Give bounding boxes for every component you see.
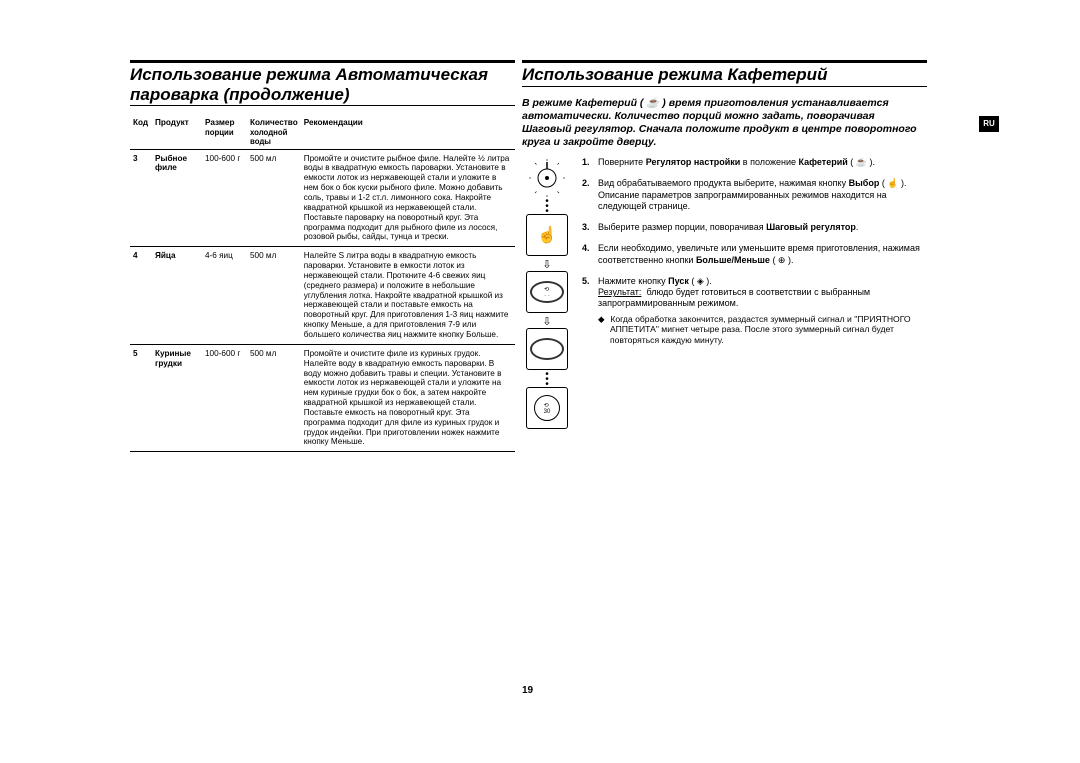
- cell-rec: Промойте и очистите рыбное филе. Налейте…: [301, 149, 515, 247]
- table-row: 5Куриные грудки100-600 г500 млПромойте и…: [130, 344, 515, 451]
- cell-qty: 500 мл: [247, 344, 301, 451]
- left-title: Использование режима Автоматическая паро…: [130, 60, 515, 106]
- step-number: 5.: [582, 276, 598, 346]
- step-text: Поверните Регулятор настройки в положени…: [598, 157, 927, 168]
- cell-product: Куриные грудки: [152, 344, 202, 451]
- cell-size: 4-6 яиц: [202, 247, 247, 345]
- dial-icon: [526, 157, 568, 199]
- step-text: Вид обрабатываемого продукта выберите, н…: [598, 178, 927, 212]
- instruction-item: 2.Вид обрабатываемого продукта выберите,…: [582, 178, 927, 212]
- instruction-item: 1.Поверните Регулятор настройки в положе…: [582, 157, 927, 168]
- table-row: 3Рыбное филе100-600 г500 млПромойте и оч…: [130, 149, 515, 247]
- cell-code: 5: [130, 344, 152, 451]
- th-size: Размерпорции: [202, 116, 247, 149]
- cell-product: Рыбное филе: [152, 149, 202, 247]
- th-rec: Рекомендации: [301, 116, 515, 149]
- th-product: Продукт: [152, 116, 202, 149]
- instruction-item: 5.Нажмите кнопку Пуск ( ◈ ).Результат: б…: [582, 276, 927, 346]
- th-code: Код: [130, 116, 152, 149]
- arrow-down-icon: ⇩: [542, 315, 551, 328]
- left-column: Использование режима Автоматическая паро…: [130, 60, 515, 452]
- cell-qty: 500 мл: [247, 149, 301, 247]
- step-number: 3.: [582, 222, 598, 233]
- step-number: 4.: [582, 243, 598, 266]
- cell-product: Яйца: [152, 247, 202, 345]
- dots-icon: •••: [545, 372, 549, 387]
- cell-rec: Промойте и очистите филе из куриных груд…: [301, 344, 515, 451]
- instruction-item: 3.Выберите размер порции, поворачивая Ша…: [582, 222, 927, 233]
- page-number: 19: [130, 685, 925, 696]
- arrow-down-icon: ⇩: [542, 258, 551, 271]
- step-text: Нажмите кнопку Пуск ( ◈ ).Результат: блю…: [598, 276, 927, 346]
- steam-table: Код Продукт Размерпорции Количествохолод…: [130, 116, 515, 452]
- right-column: Использование режима Кафетерий В режиме …: [522, 60, 927, 431]
- step-number: 2.: [582, 178, 598, 212]
- step-text: Если необходимо, увеличьте или уменьшите…: [598, 243, 927, 266]
- right-title: Использование режима Кафетерий: [522, 60, 927, 87]
- cell-code: 4: [130, 247, 152, 345]
- cell-size: 100-600 г: [202, 149, 247, 247]
- step-number: 1.: [582, 157, 598, 168]
- table-row: 4Яйца4-6 яиц500 млНалейте S литра воды в…: [130, 247, 515, 345]
- empty-oval-icon: [526, 328, 568, 370]
- timer-dial-icon: ⟲30: [526, 387, 568, 429]
- display-oval-icon: ⟲· ·: [526, 271, 568, 313]
- dots-icon: •••: [545, 199, 549, 214]
- step-icons: ••• ☝ ⇩ ⟲· · ⇩ ••• ⟲30: [522, 157, 572, 431]
- instructions-list: 1.Поверните Регулятор настройки в положе…: [582, 157, 927, 431]
- select-button-icon: ☝: [526, 214, 568, 256]
- th-qty: Количествохолоднойводы: [247, 116, 301, 149]
- step-text: Выберите размер порции, поворачивая Шаго…: [598, 222, 927, 233]
- cell-rec: Налейте S литра воды в квадратную емкост…: [301, 247, 515, 345]
- cell-code: 3: [130, 149, 152, 247]
- instruction-item: 4.Если необходимо, увеличьте или уменьши…: [582, 243, 927, 266]
- language-tab: RU: [979, 116, 999, 132]
- cell-qty: 500 мл: [247, 247, 301, 345]
- cell-size: 100-600 г: [202, 344, 247, 451]
- right-intro: В режиме Кафетерий ( ☕ ) время приготовл…: [522, 97, 927, 150]
